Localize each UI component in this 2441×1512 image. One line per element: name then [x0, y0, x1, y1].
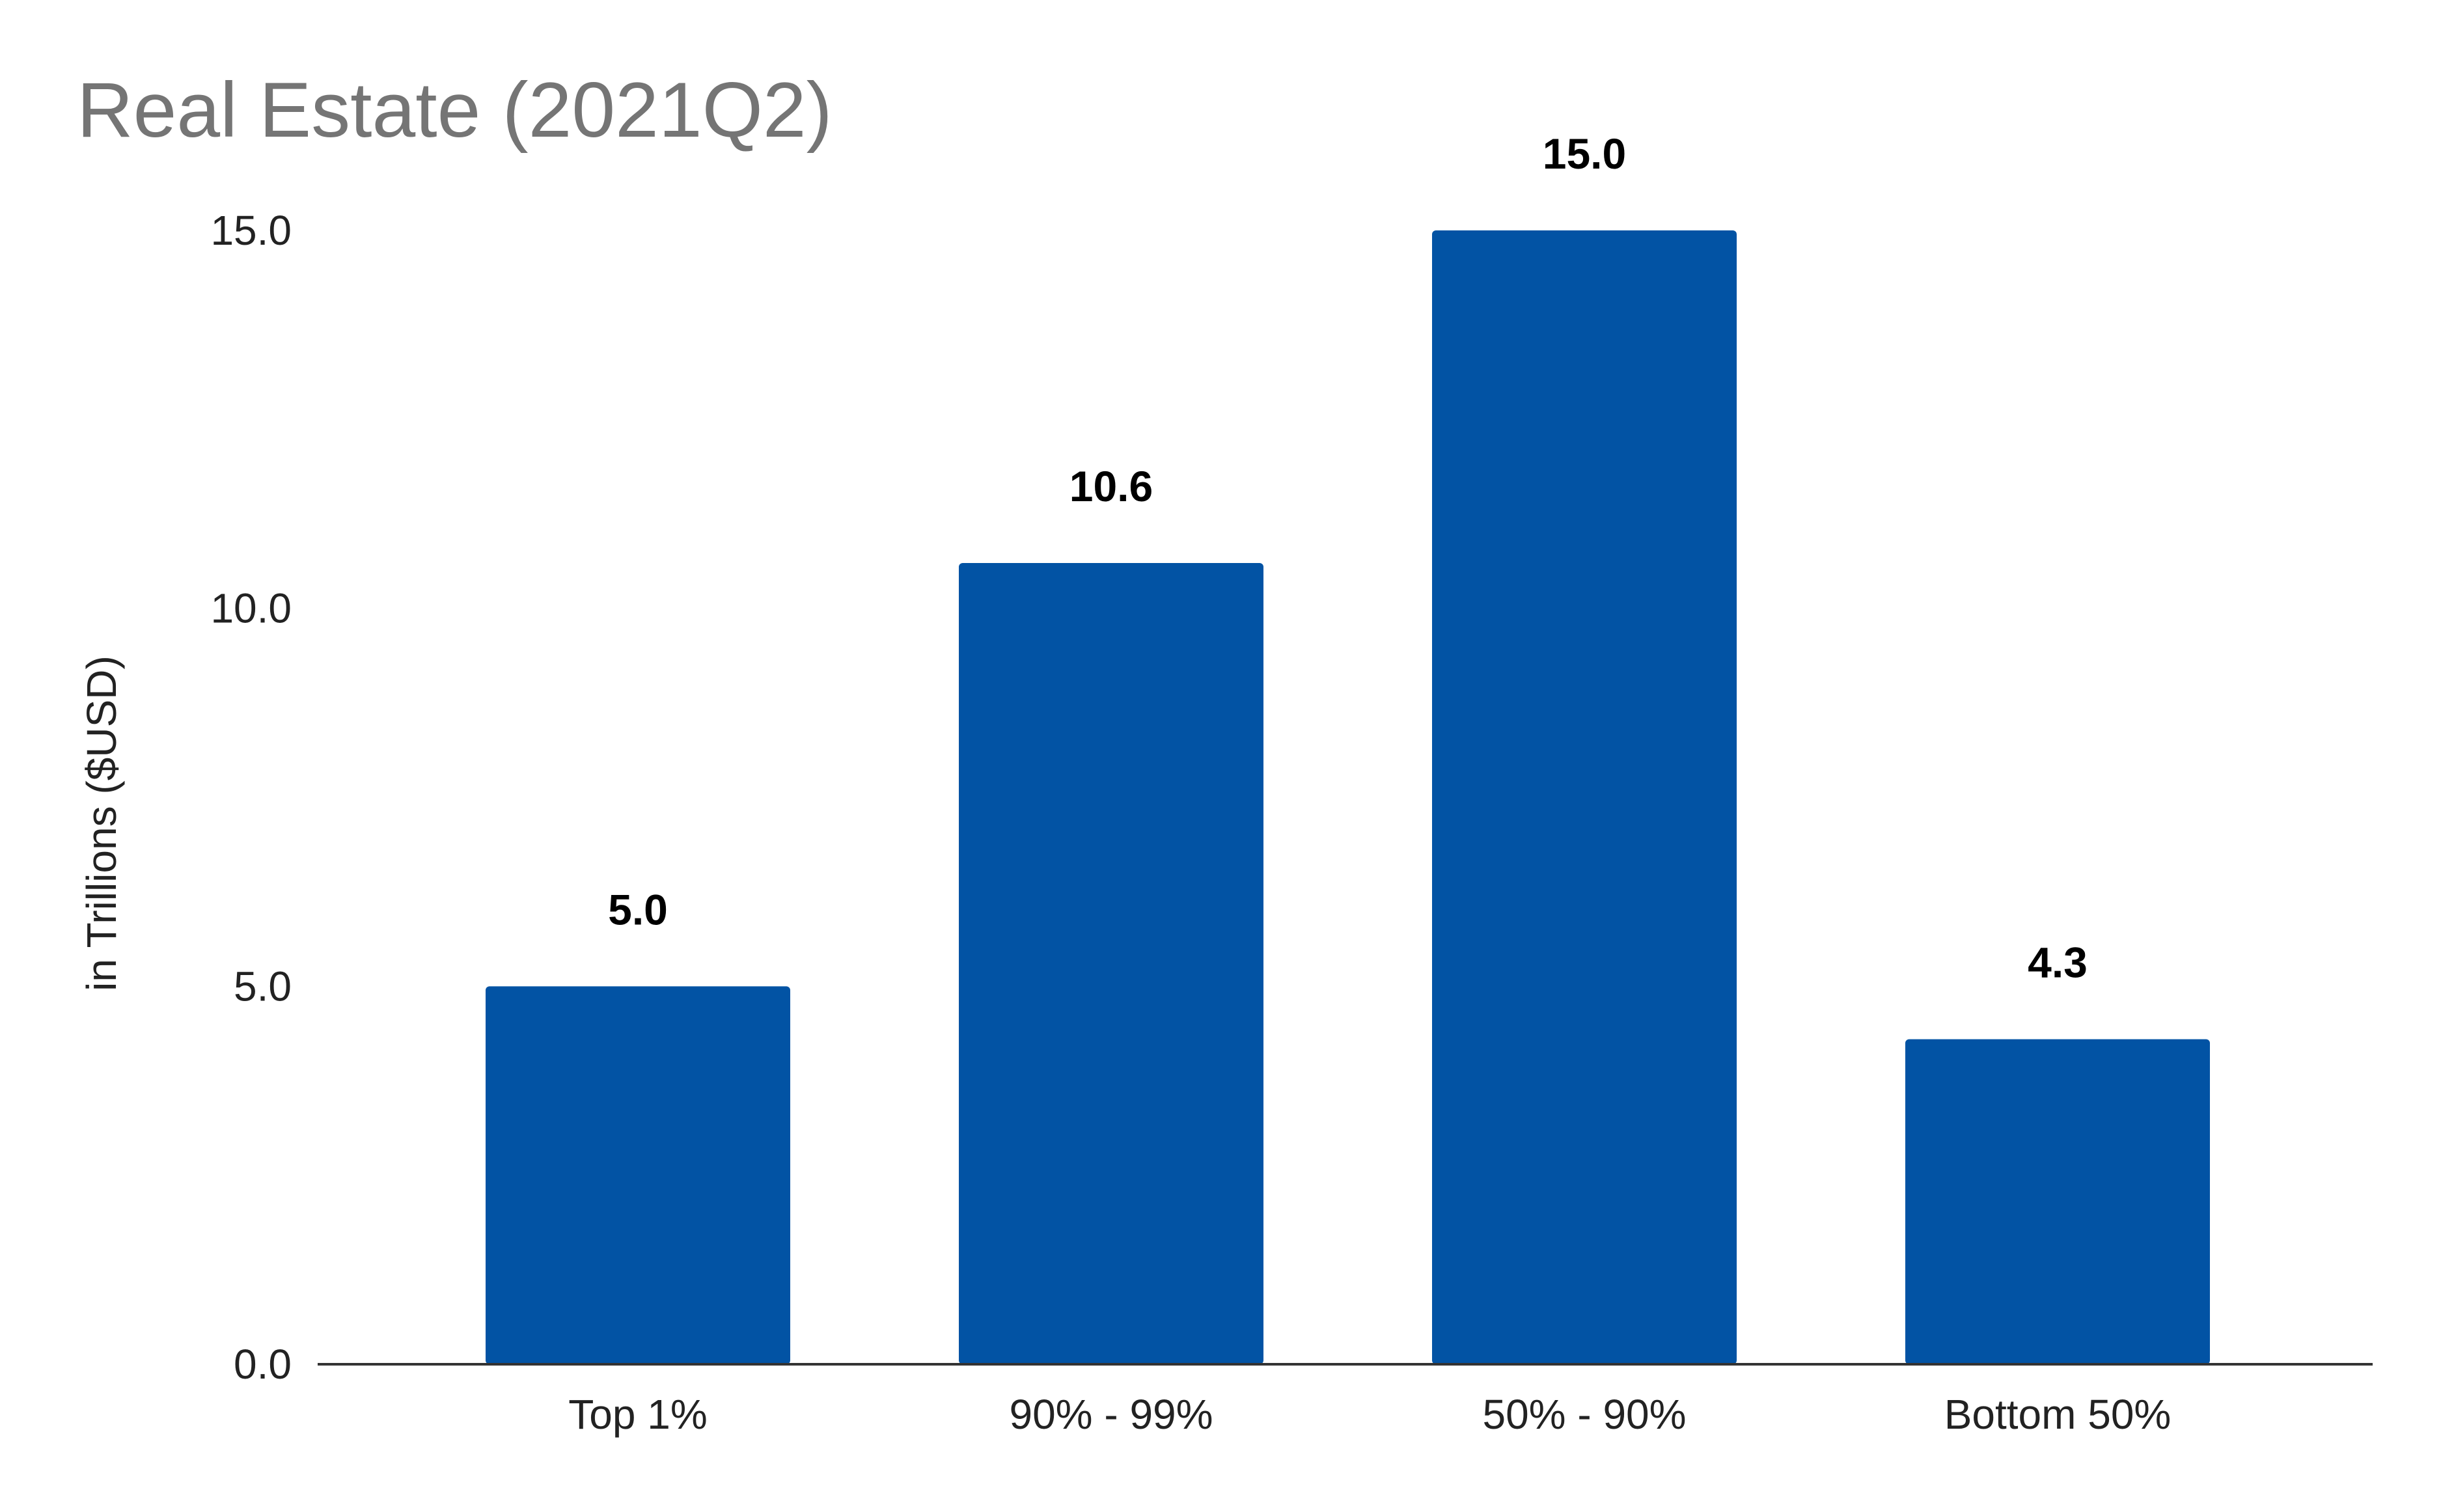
bar-value-label: 4.3 [2028, 939, 2088, 987]
y-axis-ticks: 0.0 5.0 10.0 15.0 [210, 207, 292, 1388]
bars [486, 230, 2210, 1364]
y-tick-label: 15.0 [210, 207, 292, 254]
x-tick-label: Top 1% [568, 1391, 707, 1438]
bar [1905, 1039, 2210, 1364]
value-labels: 5.0 10.6 15.0 4.3 [608, 130, 2088, 987]
y-tick-label: 10.0 [210, 585, 292, 632]
bar [486, 986, 790, 1364]
y-tick-label: 5.0 [234, 963, 292, 1010]
x-tick-label: 50% - 90% [1482, 1391, 1686, 1438]
x-tick-label: 90% - 99% [1009, 1391, 1213, 1438]
bar [1432, 230, 1737, 1364]
x-axis-ticks: Top 1% 90% - 99% 50% - 90% Bottom 50% [568, 1391, 2171, 1438]
bar-value-label: 5.0 [608, 885, 668, 933]
chart-title: Real Estate (2021Q2) [77, 66, 833, 154]
bar-value-label: 15.0 [1543, 130, 1626, 178]
bar [959, 562, 1263, 1364]
y-axis-label: in Trillions ($USD) [78, 655, 125, 991]
bar-value-label: 10.6 [1069, 462, 1153, 510]
x-tick-label: Bottom 50% [1944, 1391, 2172, 1438]
y-tick-label: 0.0 [234, 1341, 292, 1388]
